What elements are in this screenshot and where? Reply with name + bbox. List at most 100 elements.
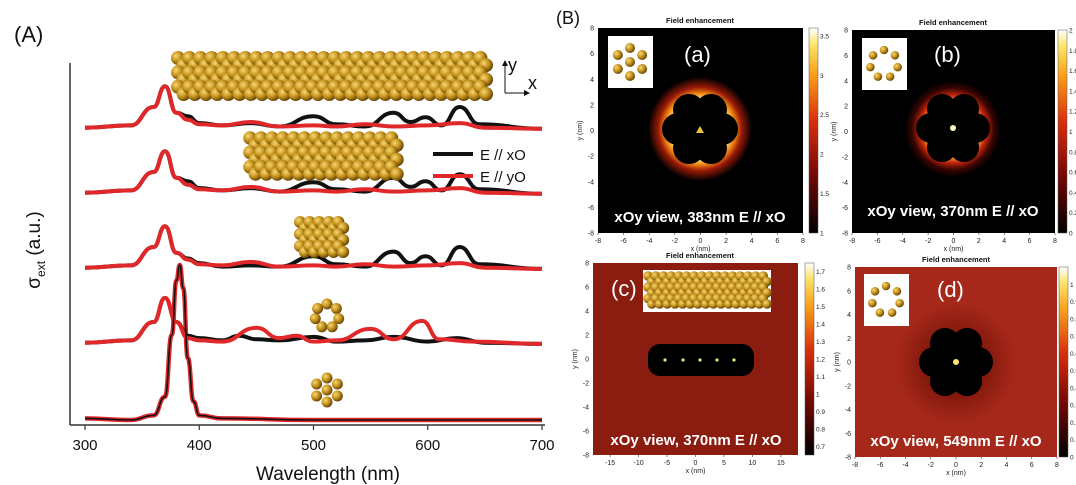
map-a-letter: (a) — [684, 42, 711, 67]
gold-atom — [882, 282, 891, 291]
chain-atom-marker — [698, 358, 701, 361]
map-a-colorbar-ticks: 3.5 3 2.5 2 1.5 1 — [820, 33, 829, 237]
map-x-tick-label: 10 — [749, 460, 757, 467]
field-map-c: Field enhancement (c) xOy view, 370nm E … — [572, 251, 825, 475]
map-y-tick-label: 0 — [585, 357, 589, 364]
gold-atom — [871, 287, 880, 296]
map-y-axis-label: y (nm) — [834, 352, 841, 372]
map-x-tick-label: -5 — [664, 460, 670, 467]
colorbar-tick-label: 1 — [820, 231, 824, 238]
map-y-tick-label: -6 — [842, 205, 848, 212]
map-y-tick-label: -6 — [588, 205, 594, 212]
map-y-tick-label: 6 — [590, 51, 594, 58]
map-x-tick-label: -6 — [621, 238, 627, 245]
map-x-tick-label: -2 — [925, 238, 931, 245]
colorbar-tick-label: 1.6 — [816, 287, 825, 294]
map-x-tick-label: 0 — [694, 460, 698, 467]
y-axis-label-subscript: ext — [34, 260, 48, 277]
map-d-colorbar — [1059, 267, 1068, 457]
colorbar-tick-label: 0.7 — [1070, 334, 1076, 341]
gold-atom — [866, 63, 875, 72]
medium-nanowire — [243, 131, 403, 181]
colorbar-tick-label: 0.6 — [1070, 351, 1076, 358]
map-x-axis-label: x (nm) — [686, 468, 706, 475]
map-x-tick-label: 2 — [977, 238, 981, 245]
gold-atom — [322, 385, 333, 396]
x-tick-label: 600 — [415, 437, 440, 454]
gold-atom — [637, 50, 647, 60]
colorbar-tick-label: 2 — [820, 152, 824, 159]
map-y-tick-label: -2 — [588, 154, 594, 161]
map-x-tick-label: 5 — [722, 460, 726, 467]
x-tick-label: 300 — [72, 437, 97, 454]
colorbar-tick-label: 0.4 — [1069, 190, 1076, 197]
colorbar-tick-label: 0.9 — [1070, 299, 1076, 306]
y-axis-label: σext (a.u.) — [24, 211, 48, 288]
map-x-tick-label: 8 — [801, 238, 805, 245]
colorbar-tick-label: 1.6 — [1069, 68, 1076, 75]
map-x-axis-label: x (nm) — [944, 246, 964, 253]
colorbar-tick-label: 0.5 — [1070, 368, 1076, 375]
map-x-tick-label: 6 — [775, 238, 779, 245]
colorbar-tick-label: 1.5 — [816, 304, 825, 311]
gold-atom — [625, 57, 635, 67]
axis-orientation-glyph: y x — [502, 55, 537, 96]
colorbar-tick-label: 0.4 — [1070, 385, 1076, 392]
map-x-tick-label: -4 — [900, 238, 906, 245]
map-x-tick-label: -10 — [633, 460, 643, 467]
y-axis-label-unit: (a.u.) — [24, 211, 45, 261]
map-y-tick-label: 8 — [590, 26, 594, 33]
map-c-heading: Field enhancement — [666, 251, 734, 260]
map-a-colorbar — [809, 28, 818, 233]
chain-atom-marker — [681, 358, 684, 361]
gold-atom — [886, 72, 895, 81]
colorbar-tick-label: 0.2 — [1070, 420, 1076, 427]
nanostructure-illustrations — [171, 51, 493, 408]
gold-atom — [893, 287, 902, 296]
map-x-tick-label: 0 — [954, 462, 958, 469]
gold-atom — [332, 391, 343, 402]
map-x-tick-label: -8 — [852, 462, 858, 469]
map-y-tick-label: -8 — [583, 453, 589, 460]
gold-atom — [876, 308, 885, 317]
map-b-heading: Field enhancement — [919, 18, 987, 27]
map-y-tick-label: -6 — [583, 429, 589, 436]
map-d-colorbar-ticks: 10.90.80.70.60.50.40.30.20.10 — [1070, 282, 1076, 462]
map-y-tick-label: 2 — [590, 102, 594, 109]
colorbar-tick-label: 1.2 — [1069, 109, 1076, 116]
map-y-tick-label: -6 — [845, 431, 851, 438]
short-nanowire — [294, 216, 349, 258]
map-y-tick-label: 0 — [590, 128, 594, 135]
map-x-tick-label: 4 — [1002, 238, 1006, 245]
colorbar-tick-label: 0.6 — [1069, 170, 1076, 177]
gold-atom — [331, 303, 342, 314]
map-x-tick-label: 2 — [979, 462, 983, 469]
cluster-ring — [310, 299, 344, 333]
map-x-axis-label: x (nm) — [946, 470, 966, 477]
field-map-d: Field enhancement (d) xOy view, 549nm E … — [834, 255, 1076, 477]
colorbar-tick-label: 0.8 — [1069, 149, 1076, 156]
map-y-tick-label: 8 — [844, 28, 848, 35]
colorbar-tick-label: 0.8 — [1070, 316, 1076, 323]
colorbar-tick-label: 1.2 — [816, 357, 825, 364]
map-c-colorbar — [805, 263, 814, 455]
map-b-caption: xOy view, 370nm E // xO — [867, 203, 1039, 220]
map-x-tick-label: -6 — [874, 238, 880, 245]
map-y-axis-label: y (nm) — [572, 349, 579, 369]
map-x-tick-label: 15 — [777, 460, 785, 467]
colorbar-tick-label: 0.2 — [1069, 210, 1076, 217]
map-y-tick-label: 6 — [585, 285, 589, 292]
chain-atom-marker — [732, 358, 735, 361]
map-y-tick-label: 0 — [844, 129, 848, 136]
map-d-source-marker — [953, 359, 959, 365]
map-x-tick-label: 0 — [699, 238, 703, 245]
map-c-letter: (c) — [611, 276, 637, 301]
map-x-tick-label: 8 — [1053, 238, 1057, 245]
map-x-tick-label: 6 — [1030, 462, 1034, 469]
map-x-tick-label: -4 — [902, 462, 908, 469]
colorbar-tick-label: 0 — [1070, 455, 1074, 462]
legend-label-xo: E // xO — [480, 147, 526, 164]
map-y-tick-label: 2 — [585, 333, 589, 340]
panel-label-b: (B) — [556, 8, 580, 28]
colorbar-tick-label: 1 — [816, 391, 820, 398]
